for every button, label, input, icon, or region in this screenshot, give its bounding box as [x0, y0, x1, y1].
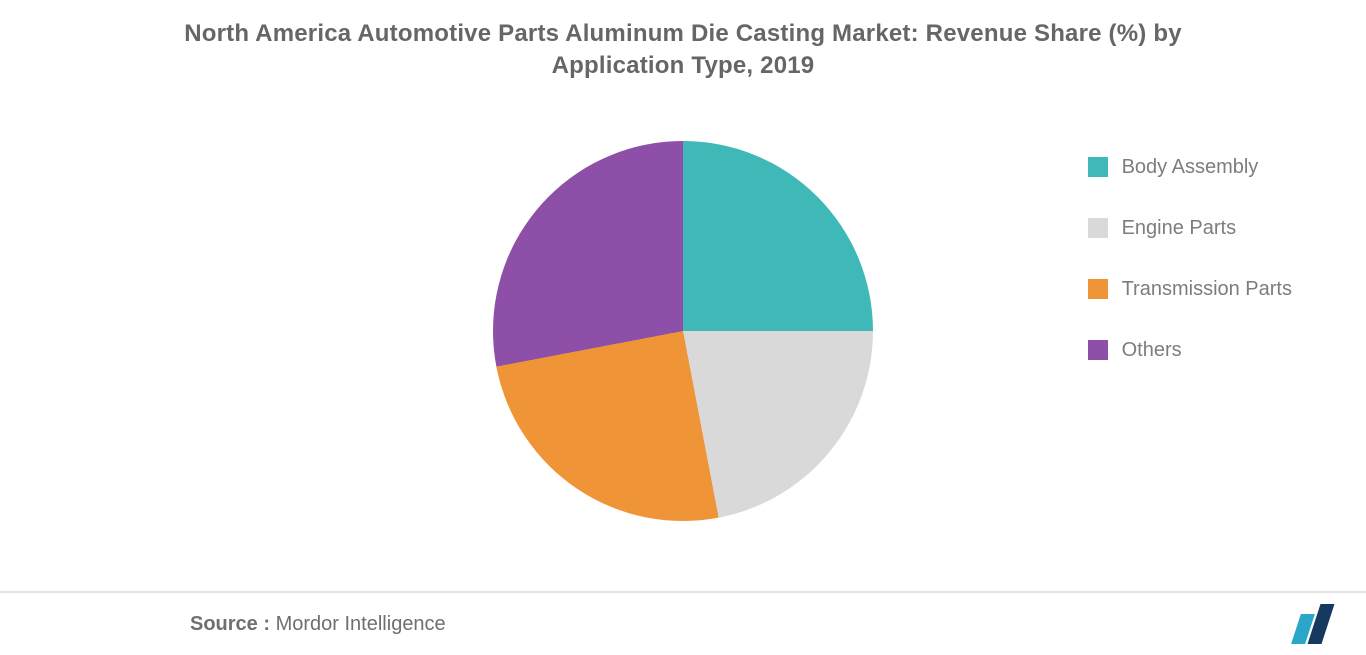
legend-item-engine-parts: Engine Parts — [1088, 217, 1292, 240]
chart-title-line1: North America Automotive Parts Aluminum … — [34, 18, 1332, 50]
chart-title-line2: Application Type, 2019 — [34, 50, 1332, 82]
pie-chart — [493, 141, 873, 521]
legend-swatch — [1088, 340, 1108, 360]
legend-swatch — [1088, 279, 1108, 299]
legend-label: Others — [1122, 339, 1182, 362]
source-label: Source : — [190, 613, 270, 635]
source-value: Mordor Intelligence — [276, 613, 446, 635]
legend-item-transmission-parts: Transmission Parts — [1088, 278, 1292, 301]
chart-area: Body Assembly Engine Parts Transmission … — [34, 101, 1332, 561]
legend-swatch — [1088, 157, 1108, 177]
chart-title: North America Automotive Parts Aluminum … — [34, 18, 1332, 83]
legend-swatch — [1088, 218, 1108, 238]
legend-item-body-assembly: Body Assembly — [1088, 156, 1292, 179]
source-citation: Source : Mordor Intelligence — [190, 613, 446, 636]
legend-label: Transmission Parts — [1122, 278, 1292, 301]
legend-label: Engine Parts — [1122, 217, 1237, 240]
legend-label: Body Assembly — [1122, 156, 1259, 179]
brand-logo-icon — [1296, 604, 1328, 644]
pie-chart-wrap — [493, 141, 873, 521]
legend: Body Assembly Engine Parts Transmission … — [1088, 156, 1292, 362]
legend-item-others: Others — [1088, 339, 1292, 362]
footer: Source : Mordor Intelligence — [0, 591, 1366, 655]
